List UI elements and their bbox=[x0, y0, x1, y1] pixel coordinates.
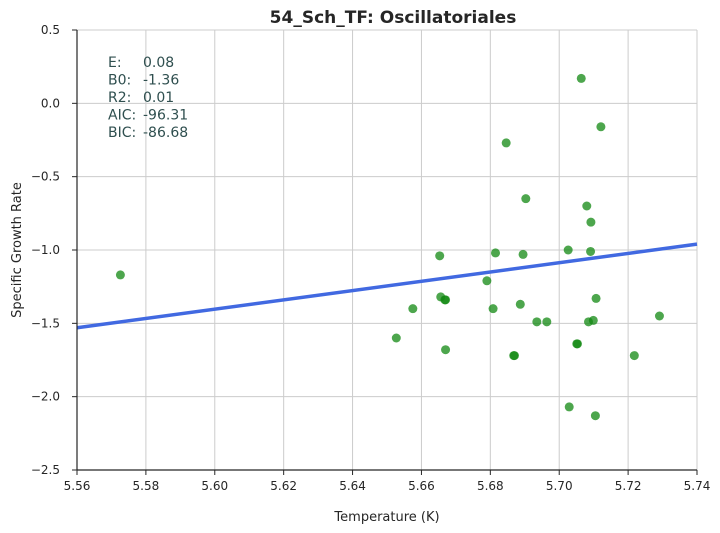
x-axis-title: Temperature (K) bbox=[333, 510, 439, 525]
x-tick-label: 5.56 bbox=[64, 479, 91, 493]
x-tick-label: 5.62 bbox=[270, 479, 297, 493]
scatter-point bbox=[542, 317, 552, 327]
scatter-point bbox=[501, 138, 511, 148]
x-tick-label: 5.74 bbox=[684, 479, 711, 493]
scatter-point bbox=[435, 251, 445, 261]
y-tick-label: −2.5 bbox=[31, 463, 60, 477]
x-tick-label: 5.64 bbox=[339, 479, 366, 493]
x-tick-label: 5.68 bbox=[477, 479, 504, 493]
y-axis-title: Specific Growth Rate bbox=[10, 182, 25, 318]
scatter-point bbox=[564, 402, 574, 412]
scatter-point bbox=[518, 249, 528, 259]
x-tick-label: 5.66 bbox=[408, 479, 435, 493]
scatter-point bbox=[441, 345, 451, 355]
plot-area bbox=[76, 29, 698, 471]
stat-value: -86.68 bbox=[143, 125, 188, 141]
y-tick-label: −2.0 bbox=[31, 390, 60, 404]
stat-label: R2: bbox=[108, 90, 131, 106]
scatter-point bbox=[391, 333, 401, 343]
scatter-point bbox=[515, 299, 525, 309]
scatter-point bbox=[586, 246, 596, 256]
fit-line bbox=[76, 242, 698, 330]
stat-label: E: bbox=[108, 55, 122, 71]
scatter-point bbox=[521, 194, 531, 204]
stat-value: 0.01 bbox=[143, 90, 174, 106]
scatter-point bbox=[576, 73, 586, 83]
x-tick-label: 5.60 bbox=[201, 479, 228, 493]
scatter-point bbox=[591, 293, 601, 303]
scatter-point bbox=[654, 311, 664, 321]
y-ticks: 0.5 0.0 −0.5 −1.0 −1.5 −2.0 −2.5 bbox=[31, 23, 77, 477]
data-marks bbox=[76, 73, 698, 421]
scatter-point bbox=[441, 295, 451, 305]
scatter-point bbox=[408, 304, 418, 314]
stat-value: 0.08 bbox=[143, 55, 174, 71]
scatter-point bbox=[491, 248, 500, 258]
scatter-point bbox=[488, 304, 498, 314]
scatter-point bbox=[586, 217, 596, 227]
scatter-point bbox=[532, 317, 542, 327]
scatter-point bbox=[115, 270, 125, 280]
scatter-point bbox=[572, 339, 582, 349]
scatter-point bbox=[596, 122, 606, 132]
y-tick-label: −1.5 bbox=[31, 316, 60, 330]
scatter-point bbox=[509, 351, 519, 361]
scatter-point bbox=[582, 201, 592, 211]
stat-label: AIC: bbox=[108, 108, 136, 124]
stat-value: -1.36 bbox=[143, 73, 179, 89]
scatter-point bbox=[590, 411, 600, 421]
x-tick-label: 5.72 bbox=[615, 479, 642, 493]
y-tick-label: 0.0 bbox=[41, 96, 60, 110]
chart-title: 54_Sch_TF: Oscillatoriales bbox=[270, 8, 517, 28]
x-tick-label: 5.70 bbox=[546, 479, 573, 493]
scatter-point bbox=[482, 276, 492, 286]
fit-statistics: E: 0.08 B0: -1.36 R2: 0.01 AIC: -96.31 BIC: -86.6… bbox=[108, 55, 188, 141]
y-tick-label: 0.5 bbox=[41, 23, 60, 37]
y-tick-label: −0.5 bbox=[31, 170, 60, 184]
stat-label: B0: bbox=[108, 73, 131, 89]
scatter-point bbox=[563, 245, 573, 255]
x-ticks: 5.56 5.58 5.60 5.62 5.64 5.66 5.68 5.70 5.72 5.74 bbox=[64, 470, 711, 493]
scatter-point bbox=[588, 315, 598, 325]
stat-value: -96.31 bbox=[143, 108, 188, 124]
stat-label: BIC: bbox=[108, 125, 136, 141]
scatter-point bbox=[629, 351, 639, 361]
y-tick-label: −1.0 bbox=[31, 243, 60, 257]
x-tick-label: 5.58 bbox=[133, 479, 160, 493]
